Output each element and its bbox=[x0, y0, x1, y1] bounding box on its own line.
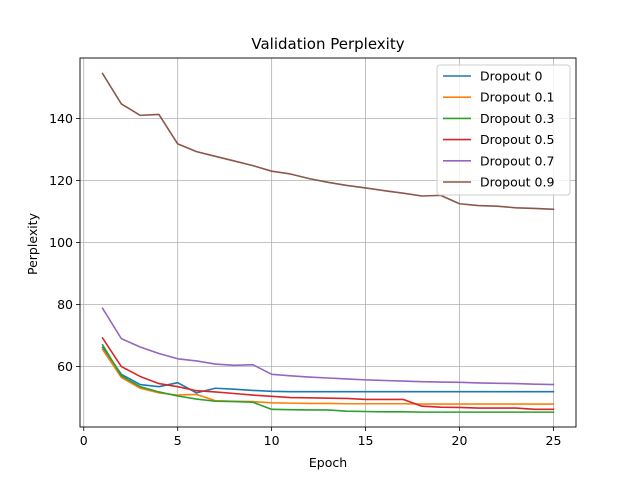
y-tick-label: 120 bbox=[49, 173, 73, 188]
series-line-4 bbox=[101, 307, 555, 386]
legend: Dropout 0 Dropout 0.1 Dropout 0.3 Dropout 0… bbox=[436, 64, 571, 196]
x-tick-label: 15 bbox=[358, 433, 374, 448]
y-tick-label: 100 bbox=[49, 235, 73, 250]
legend-label-5: Dropout 0.9 bbox=[480, 175, 554, 190]
chart-title: Validation Perplexity bbox=[251, 35, 404, 53]
x-tick-label: 5 bbox=[174, 433, 182, 448]
x-tick-label: 10 bbox=[264, 433, 280, 448]
x-tick-label: 20 bbox=[452, 433, 468, 448]
y-axis-label: Perplexity bbox=[25, 212, 40, 275]
y-tick-label: 80 bbox=[57, 297, 73, 312]
series-line-3 bbox=[101, 336, 555, 411]
legend-label-1: Dropout 0.1 bbox=[480, 90, 554, 105]
legend-label-2: Dropout 0.3 bbox=[480, 111, 554, 126]
series-line-0 bbox=[101, 346, 555, 394]
series-line-2 bbox=[101, 343, 555, 413]
x-tick-label: 25 bbox=[546, 433, 562, 448]
series-line-1 bbox=[101, 348, 555, 405]
ticks: 0 5 10 15 20 25 60 80 100 120 140 bbox=[49, 111, 561, 448]
legend-label-3: Dropout 0.5 bbox=[480, 132, 554, 147]
x-tick-label: 0 bbox=[80, 433, 88, 448]
y-tick-label: 60 bbox=[57, 359, 73, 374]
y-tick-label: 140 bbox=[49, 111, 73, 126]
series-line-5 bbox=[101, 72, 555, 211]
x-axis-label: Epoch bbox=[309, 455, 347, 470]
series-layer bbox=[101, 72, 555, 413]
legend-label-4: Dropout 0.7 bbox=[480, 153, 554, 168]
legend-label-0: Dropout 0 bbox=[480, 69, 543, 84]
